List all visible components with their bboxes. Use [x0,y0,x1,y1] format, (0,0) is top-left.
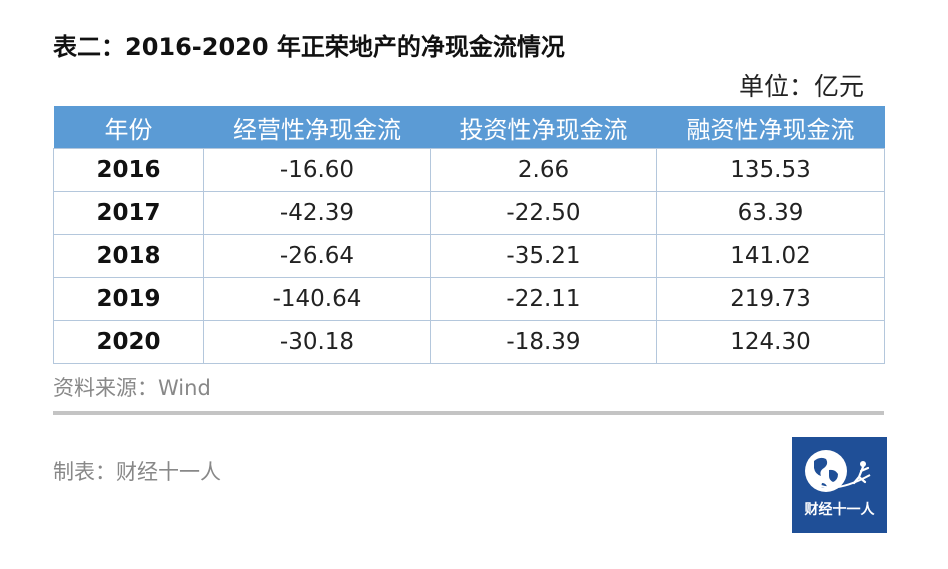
investing-cell: 2.66 [430,148,657,192]
financing-cell: 219.73 [656,277,885,321]
globe-runner-icon [805,450,871,492]
unit-label: 单位：亿元 [738,72,864,101]
cash-flow-table: 年份 经营性净现金流 投资性净现金流 融资性净现金流 2016 -16.60 2… [53,106,885,364]
investing-cell: -18.39 [430,320,657,364]
divider [53,411,884,415]
header-financing: 融资性净现金流 [656,106,885,149]
financing-cell: 141.02 [656,234,885,278]
table-row: 2019 -140.64 -22.11 219.73 [53,277,885,321]
investing-cell: -22.50 [430,191,657,235]
table-row: 2016 -16.60 2.66 135.53 [53,148,885,192]
table-header: 年份 经营性净现金流 投资性净现金流 融资性净现金流 [53,106,885,149]
financing-cell: 124.30 [656,320,885,364]
year-cell: 2020 [53,320,204,364]
table-row: 2018 -26.64 -35.21 141.02 [53,234,885,278]
operating-cell: -42.39 [203,191,431,235]
publisher-logo: 财经十一人 [792,437,887,533]
table-body: 2016 -16.60 2.66 135.53 2017 -42.39 -22.… [53,148,885,364]
year-cell: 2017 [53,191,204,235]
header-operating: 经营性净现金流 [203,106,431,149]
operating-cell: -140.64 [203,277,431,321]
table-row: 2017 -42.39 -22.50 63.39 [53,191,885,235]
operating-cell: -16.60 [203,148,431,192]
source-note: 资料来源：Wind [53,376,211,400]
financing-cell: 135.53 [656,148,885,192]
financing-cell: 63.39 [656,191,885,235]
maker-note: 制表：财经十一人 [53,460,221,484]
year-cell: 2019 [53,277,204,321]
operating-cell: -30.18 [203,320,431,364]
operating-cell: -26.64 [203,234,431,278]
header-row: 年份 经营性净现金流 投资性净现金流 融资性净现金流 [53,106,885,149]
investing-cell: -35.21 [430,234,657,278]
table-row: 2020 -30.18 -18.39 124.30 [53,320,885,364]
table-title: 表二：2016-2020 年正荣地产的净现金流情况 [53,33,565,61]
year-cell: 2016 [53,148,204,192]
header-year: 年份 [53,106,204,149]
header-investing: 投资性净现金流 [430,106,657,149]
investing-cell: -22.11 [430,277,657,321]
logo-text: 财经十一人 [804,502,875,518]
year-cell: 2018 [53,234,204,278]
